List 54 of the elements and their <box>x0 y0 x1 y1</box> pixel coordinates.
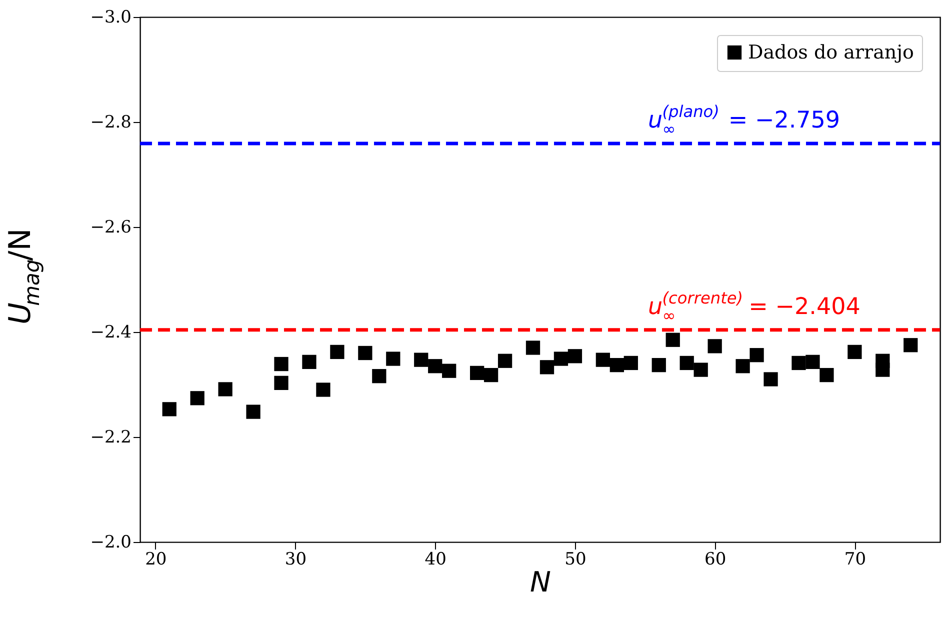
y-tick-label: −2.6 <box>90 218 132 238</box>
point <box>764 372 778 386</box>
point <box>694 362 708 377</box>
point <box>218 382 232 396</box>
point <box>302 354 316 369</box>
y-axis-title: Umag/N <box>3 228 44 324</box>
point <box>610 358 624 372</box>
point <box>708 339 722 354</box>
x-tick-label: 60 <box>704 550 726 570</box>
point <box>372 369 386 384</box>
point <box>680 356 694 370</box>
y-tick-label: −3.0 <box>90 8 132 28</box>
point <box>162 402 176 416</box>
point <box>526 340 540 355</box>
point <box>190 391 204 406</box>
x-tick-label: 70 <box>844 550 866 570</box>
point <box>358 346 372 360</box>
point <box>652 358 666 372</box>
point <box>848 344 862 360</box>
point <box>666 332 680 347</box>
y-tick-label: −2.2 <box>90 428 132 448</box>
point <box>596 352 610 367</box>
x-tick-label: 20 <box>145 550 167 570</box>
point <box>876 362 890 377</box>
point <box>624 356 638 370</box>
point <box>498 354 512 368</box>
point <box>736 359 750 374</box>
point <box>904 338 918 352</box>
point <box>554 352 568 366</box>
point <box>470 366 484 380</box>
point <box>442 364 456 378</box>
point <box>484 368 498 382</box>
point <box>792 356 806 370</box>
x-tick-label: 40 <box>424 550 446 570</box>
point <box>274 356 288 372</box>
point <box>568 349 582 364</box>
point <box>820 368 834 382</box>
y-tick-label: −2.8 <box>90 112 132 132</box>
point <box>428 359 442 374</box>
point <box>386 352 400 366</box>
point <box>274 376 288 390</box>
point <box>330 344 344 360</box>
point <box>750 348 764 362</box>
x-axis-title: N <box>530 566 552 598</box>
point <box>540 360 554 374</box>
point <box>316 382 330 397</box>
y-tick-label: −2.0 <box>90 532 132 552</box>
point <box>806 354 820 369</box>
x-tick-label: 50 <box>564 550 586 570</box>
point <box>246 404 260 419</box>
x-tick-label: 30 <box>284 550 307 570</box>
y-tick-label: −2.4 <box>90 322 132 342</box>
point <box>414 352 428 367</box>
legend-label: Dados do arranjo <box>748 42 914 64</box>
